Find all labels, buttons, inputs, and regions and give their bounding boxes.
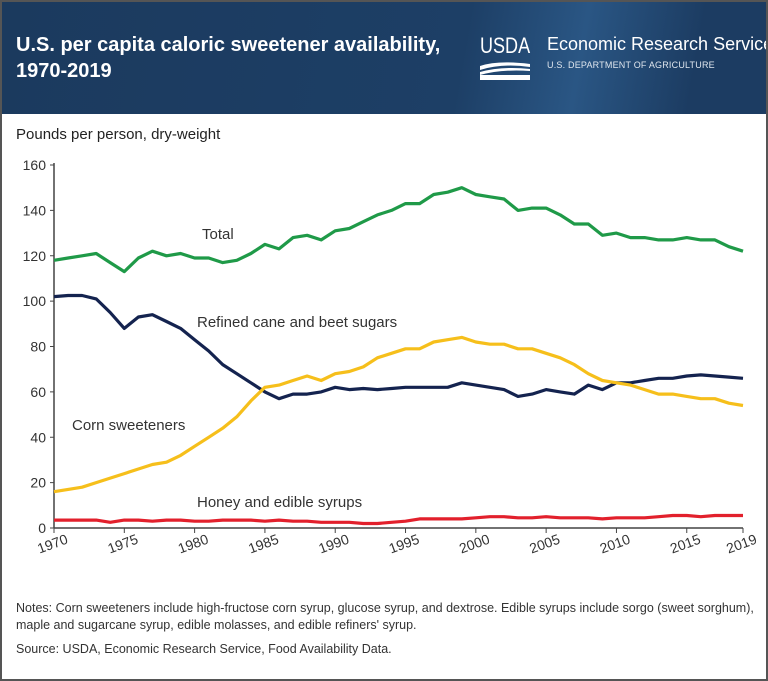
y-tick-label: 0 xyxy=(38,520,46,536)
y-tick-label: 120 xyxy=(23,248,47,264)
x-tick-label: 1985 xyxy=(246,531,281,557)
x-tick-label: 1990 xyxy=(316,531,351,557)
y-tick-label: 40 xyxy=(30,429,46,445)
usda-landscape-icon xyxy=(480,62,530,80)
series-line-refined-cane-and-beet-sugars xyxy=(53,293,744,401)
y-tick-label: 60 xyxy=(30,384,46,400)
y-tick-label: 80 xyxy=(30,339,46,355)
series-label: Total xyxy=(202,226,234,243)
y-axis-label: Pounds per person, dry-weight xyxy=(16,126,221,143)
series-line-corn-sweeteners xyxy=(53,335,744,494)
x-tick-label: 2000 xyxy=(457,531,492,557)
x-tick-label: 1995 xyxy=(387,531,422,557)
usda-logo-text: USDA xyxy=(480,33,531,58)
chart-title: U.S. per capita caloric sweetener availa… xyxy=(16,34,441,82)
x-tick-label: 1980 xyxy=(176,531,211,557)
source: Source: USDA, Economic Research Service,… xyxy=(16,642,392,656)
y-tick-label: 20 xyxy=(30,475,46,491)
series-label: Corn sweeteners xyxy=(72,417,185,434)
series-line-total xyxy=(53,186,744,274)
x-tick-label: 2015 xyxy=(668,531,703,557)
org-name: Economic Research Service xyxy=(547,34,768,54)
series-label: Honey and edible syrups xyxy=(197,494,362,511)
x-tick-label: 2005 xyxy=(527,531,562,557)
x-tick-label: 1975 xyxy=(105,531,140,557)
series-label: Refined cane and beet sugars xyxy=(197,314,397,331)
y-tick-label: 100 xyxy=(23,293,47,309)
series-line-honey-and-edible-syrups xyxy=(54,513,743,526)
x-tick-label: 2010 xyxy=(598,531,633,557)
usda-logo: USDA xyxy=(480,33,536,80)
y-tick-label: 140 xyxy=(23,202,47,218)
y-tick-label: 160 xyxy=(23,157,47,173)
notes: Notes: Corn sweeteners include high-fruc… xyxy=(16,601,754,632)
org-subtitle: U.S. DEPARTMENT OF AGRICULTURE xyxy=(547,60,715,70)
x-tick-label: 2019 xyxy=(724,531,759,557)
header-banner: U.S. per capita caloric sweetener availa… xyxy=(2,2,766,114)
